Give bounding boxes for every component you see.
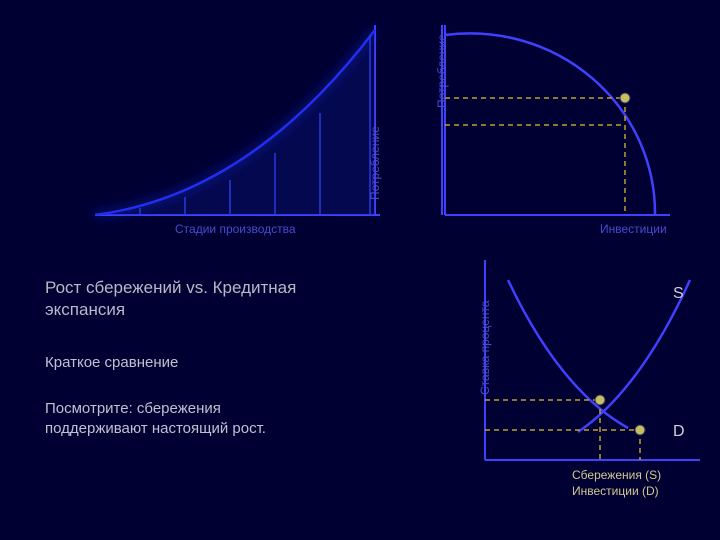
lf-x-label: Сбережения (S) Инвестиции (D)	[572, 468, 661, 499]
slide-body-line1: Посмотрите: сбережения	[45, 398, 221, 419]
loanable-funds-chart	[485, 260, 700, 460]
slide-body-line2: поддерживают настоящий рост.	[45, 418, 266, 439]
slide-title-line1: Рост сбережений vs. Кредитная	[45, 278, 296, 298]
hayek-x-label: Стадии производства	[175, 222, 296, 236]
hayek-triangle	[95, 25, 442, 215]
diagram-canvas	[0, 0, 720, 540]
hayek-y-label-outer: Потребление	[435, 34, 449, 108]
ppf-chart	[445, 25, 670, 215]
lf-y-label: Ставка процента	[478, 300, 492, 395]
hayek-y-label-inner: Потребление	[368, 126, 382, 200]
slide-title-line2: экспансия	[45, 300, 125, 320]
lf-s-label: S	[673, 285, 684, 303]
lf-d-label: D	[673, 423, 685, 441]
slide-subtitle: Краткое сравнение	[45, 352, 178, 373]
ppf-x-label: Инвестиции	[600, 222, 667, 236]
